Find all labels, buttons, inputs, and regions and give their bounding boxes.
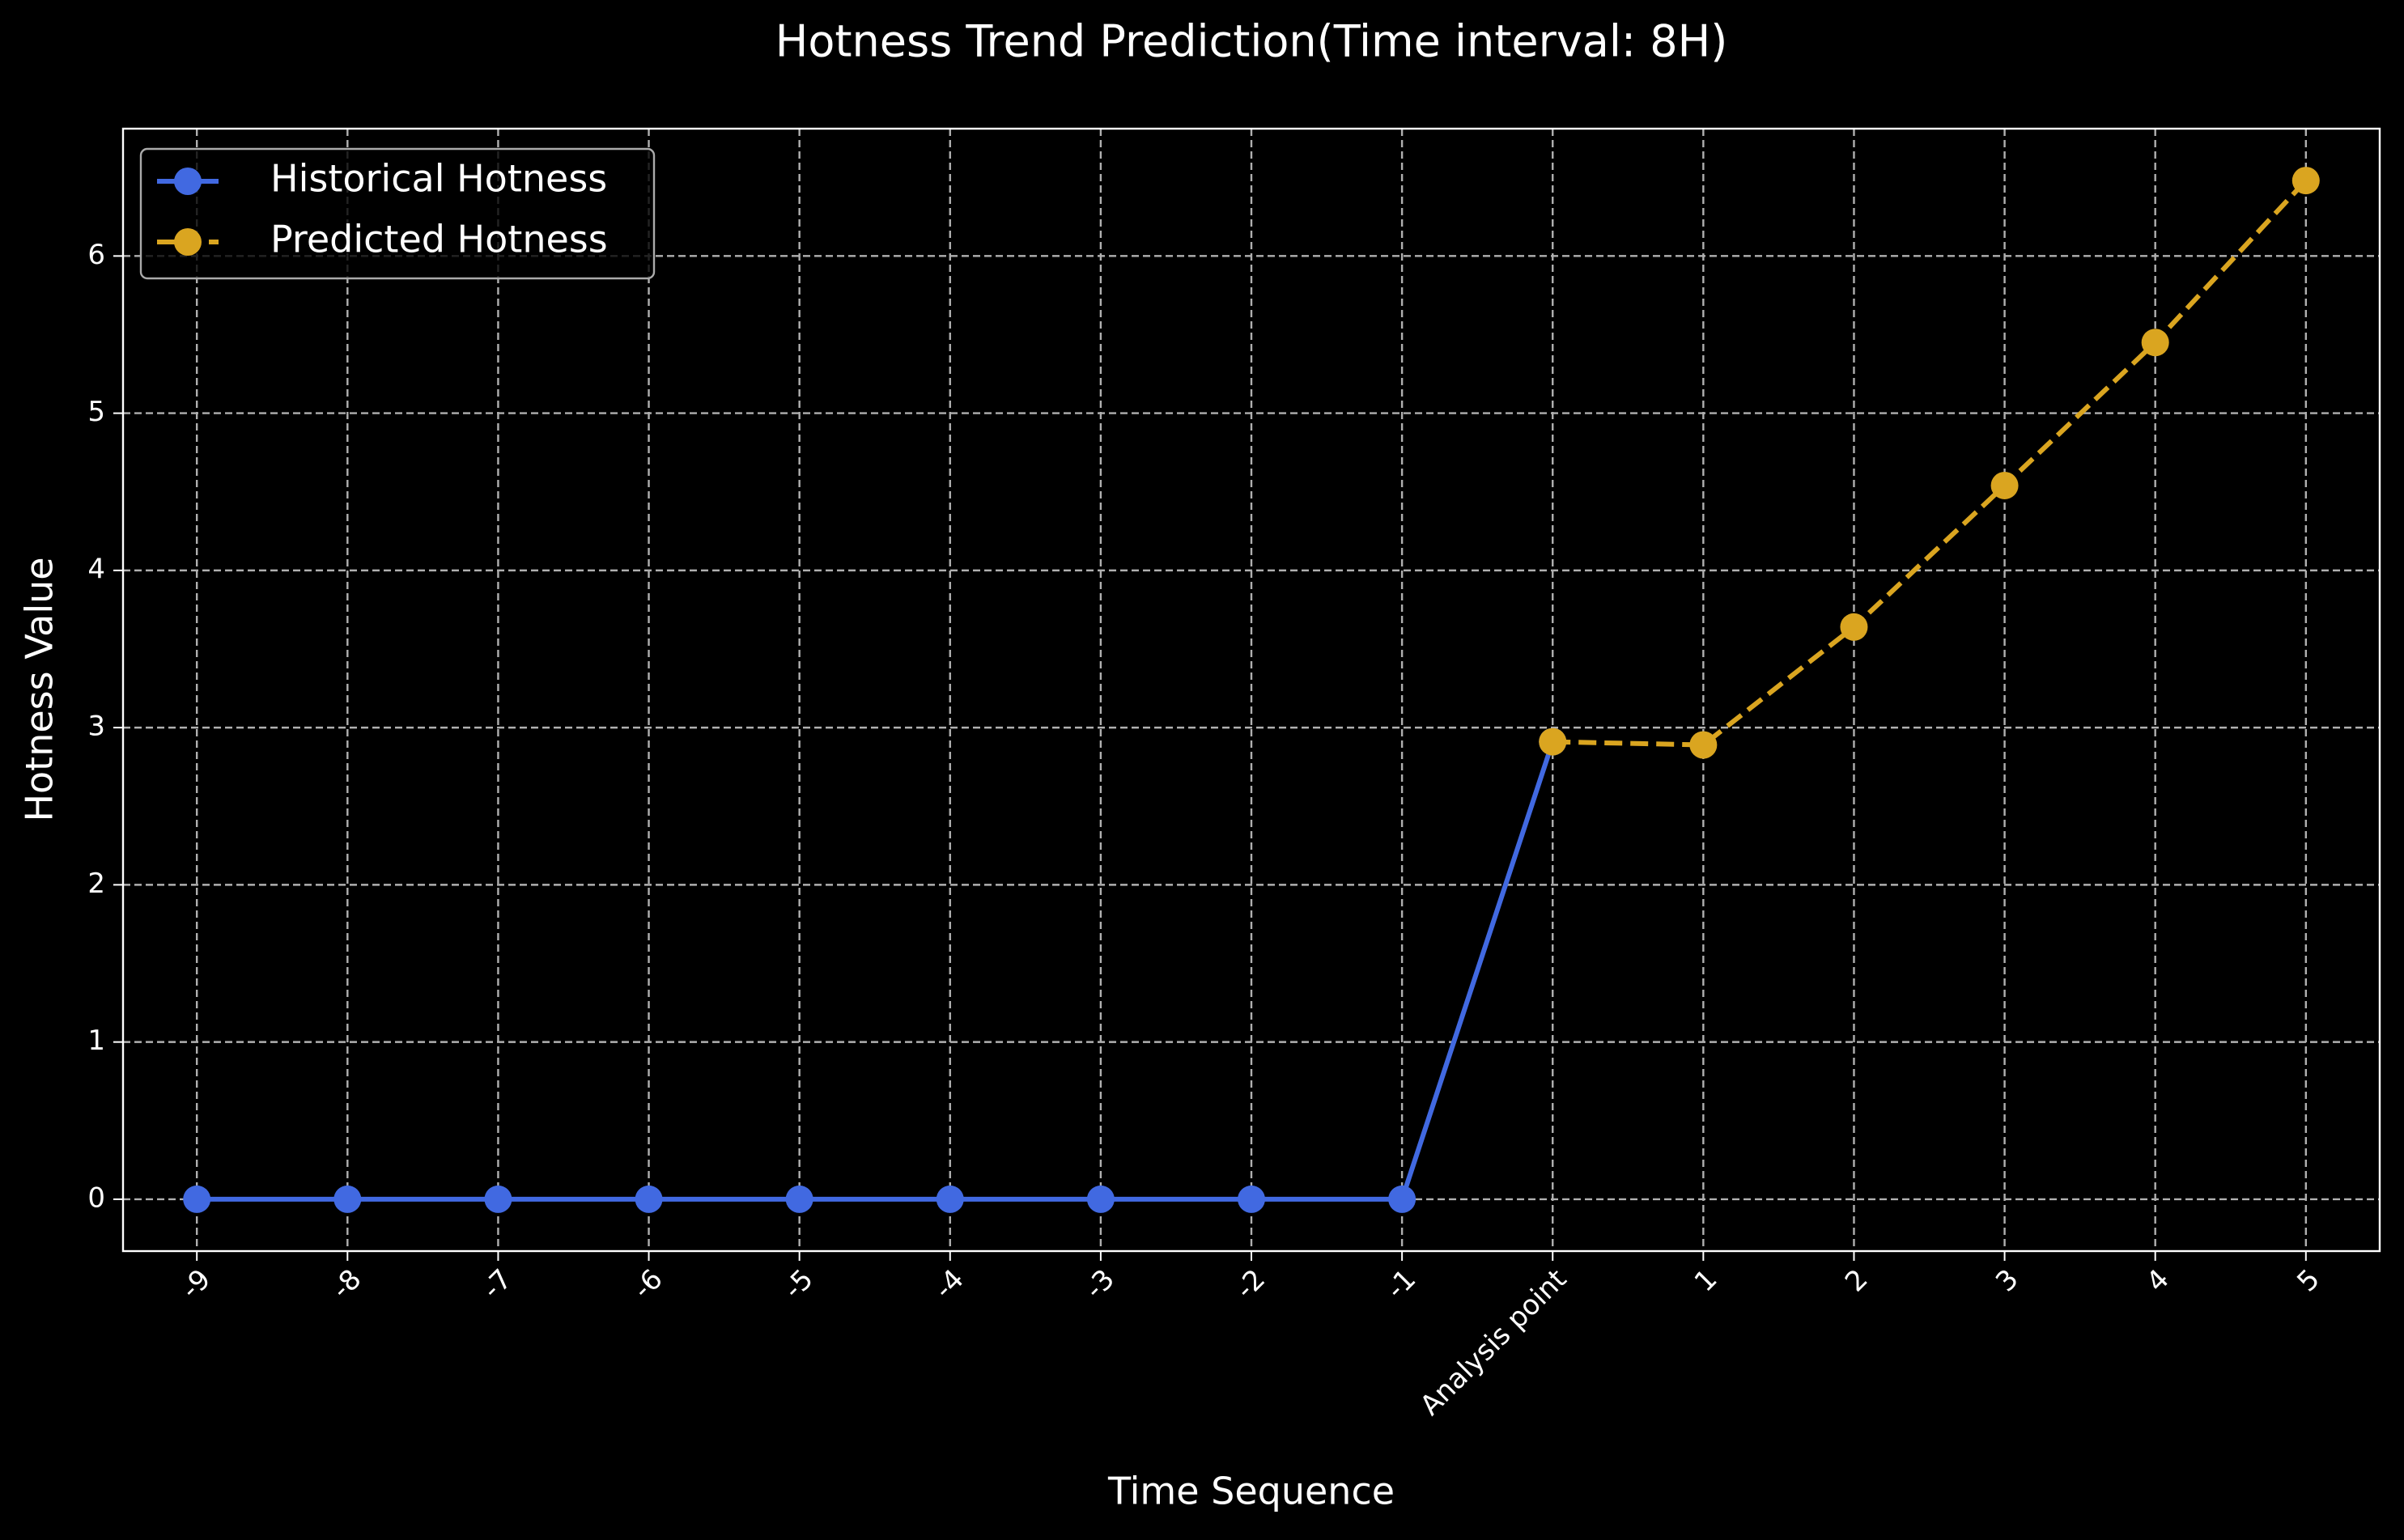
data-point: [183, 1185, 211, 1213]
y-tick-label: 0: [87, 1182, 105, 1214]
series-line: [197, 740, 1556, 1202]
data-point: [1990, 471, 2019, 499]
data-point: [2291, 167, 2320, 195]
y-axis-label: Hotness Value: [18, 557, 62, 821]
legend-label: Historical Hotness: [270, 157, 607, 201]
data-point: [936, 1185, 964, 1213]
y-tick-label: 2: [87, 868, 105, 900]
y-tick-label: 4: [87, 553, 105, 585]
data-point: [785, 1185, 813, 1213]
chart-title: Hotness Trend Prediction(Time interval: …: [775, 16, 1728, 67]
data-point: [1840, 613, 1868, 641]
legend-marker: [174, 228, 202, 256]
y-tick-label: 3: [87, 711, 105, 743]
legend: Historical Hotness Predicted Hotness: [139, 147, 656, 280]
legend-box: [139, 147, 656, 280]
series-line: [1552, 179, 2308, 748]
data-point: [2141, 329, 2169, 357]
data-point: [1086, 1185, 1115, 1213]
legend-marker: [174, 168, 202, 195]
data-point: [1689, 731, 1718, 759]
data-point: [1388, 1185, 1416, 1213]
data-point: [484, 1185, 512, 1213]
plot-frame: [121, 127, 2381, 1253]
y-tick-label: 5: [87, 396, 105, 428]
data-point: [1539, 728, 1567, 756]
data-point: [1238, 1185, 1265, 1213]
y-tick-label: 1: [87, 1025, 105, 1057]
data-point: [635, 1185, 663, 1213]
data-point: [333, 1185, 362, 1213]
x-axis-label: Time Sequence: [1107, 1470, 1395, 1513]
legend-label: Predicted Hotness: [270, 218, 608, 261]
y-tick-label: 6: [87, 239, 105, 271]
